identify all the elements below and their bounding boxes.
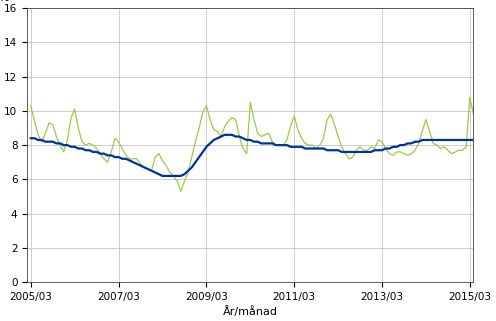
Text: %: %	[0, 0, 9, 3]
Legend: Relativt arbetslöshetstal, Relativt arbetslöshetstal, trend: Relativt arbetslöshetstal, Relativt arbe…	[27, 0, 383, 3]
X-axis label: År/månad: År/månad	[223, 306, 278, 317]
